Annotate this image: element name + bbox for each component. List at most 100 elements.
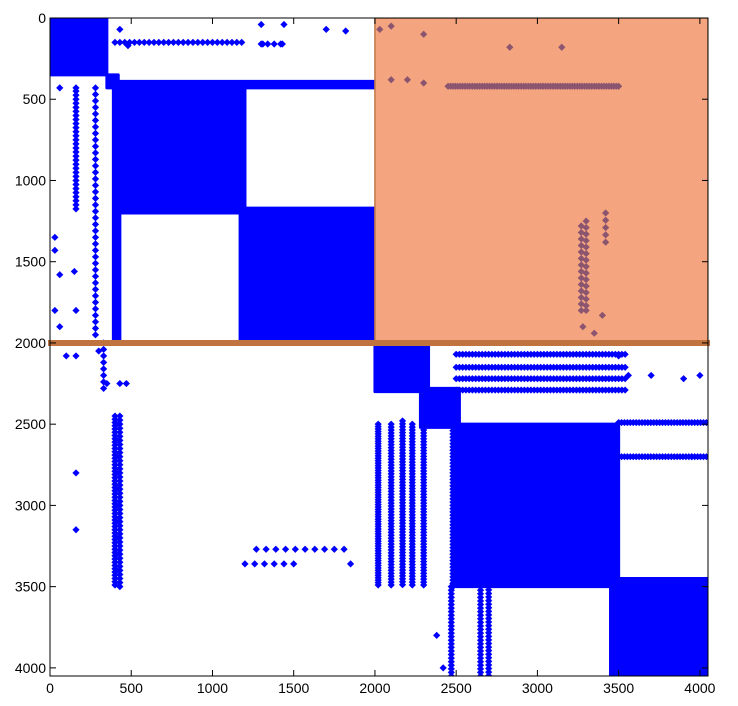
scatter-point-14 [51, 306, 59, 315]
sparse-line-5-point [91, 123, 100, 131]
sparse-line-3-point [116, 534, 124, 542]
sparse-line-0-point [165, 38, 173, 46]
y-tick-label-4: 2000 [15, 335, 46, 351]
sparse-line-20-point [420, 581, 428, 589]
scatter-point-40 [647, 371, 655, 380]
scatter-point-9 [72, 84, 80, 92]
sparse-line-0-point [174, 38, 182, 46]
sparse-line-5-point [91, 162, 100, 170]
sparse-line-4-point [72, 128, 80, 136]
sparse-line-5-point [91, 129, 100, 137]
sparse-line-5-point [91, 84, 100, 92]
sparse-line-5-point [91, 207, 100, 215]
sparse-line-5-point [91, 305, 100, 313]
x-tick-label-5: 2500 [441, 680, 472, 696]
sparse-line-4-point [72, 168, 80, 176]
sparse-line-26-point [290, 560, 298, 568]
sparse-line-0-point [145, 38, 153, 46]
sparse-line-5-point [91, 246, 100, 254]
sparse-line-19-point [408, 581, 416, 589]
sparse-line-4-point [72, 180, 80, 189]
sparse-line-8-point [582, 236, 590, 245]
sparse-line-3-point [116, 554, 124, 562]
sparse-line-4-point [72, 140, 80, 148]
sparse-line-3-point [116, 493, 124, 501]
sparse-line-4-point [72, 197, 80, 205]
sparse-line-3-point [116, 513, 124, 522]
sparse-line-4-point [72, 107, 80, 116]
scatter-point-25 [346, 560, 355, 568]
sparse-line-9-point [602, 209, 610, 217]
sparse-line-27-point [100, 384, 108, 393]
dense-block-0 [50, 18, 109, 77]
sparse-line-5-point [91, 318, 100, 326]
sparse-line-4-point [72, 115, 80, 124]
sparse-line-5-point [91, 188, 100, 196]
scatter-point-39 [624, 371, 632, 380]
sparse-line-8-point [582, 256, 590, 264]
dense-blocks-layer [50, 18, 708, 676]
sparse-line-7-point [577, 293, 585, 302]
sparse-line-4-point [72, 184, 80, 193]
dense-block-6 [609, 577, 708, 676]
sparse-line-5-point [91, 194, 100, 202]
highlight-region [374, 18, 708, 344]
scatter-point-15 [56, 323, 64, 331]
sparse-line-4-point [72, 172, 80, 181]
sparse-line-3-point [116, 558, 124, 566]
scatter-point-33 [403, 76, 412, 84]
sparse-line-25-point [301, 545, 309, 553]
sparse-line-22-point [447, 672, 455, 676]
sparse-line-5-point [91, 292, 100, 300]
sparse-line-3-point [116, 562, 124, 570]
sparse-line-0-point [208, 38, 217, 46]
sparse-line-3-point [116, 453, 124, 461]
sparse-line-3-point [116, 440, 124, 449]
sparse-line-8-point [582, 217, 590, 225]
sparse-line-0-point [116, 38, 124, 46]
sparse-line-4-point [72, 132, 80, 140]
sparse-line-4-point [72, 160, 80, 168]
sparse-line-3-point [116, 538, 124, 546]
x-tick-label-0: 0 [46, 680, 54, 696]
sparse-line-5-point [91, 331, 100, 339]
sparse-line-0-point [135, 38, 143, 46]
y-tick-label-8: 4000 [15, 660, 46, 676]
scatter-point-27 [387, 22, 395, 30]
sparse-line-24-point [485, 672, 493, 676]
sparse-line-3-point [116, 473, 124, 481]
sparse-line-3-point [116, 509, 124, 518]
sparse-line-5-point [91, 110, 100, 118]
x-tick-label-2: 1000 [197, 680, 228, 696]
scatter-point-30 [506, 43, 514, 51]
sparse-line-0-point [218, 38, 226, 46]
sparse-line-0-point [126, 38, 134, 46]
sparse-line-3-point [116, 444, 124, 453]
sparse-line-3-point [116, 583, 124, 591]
sparse-line-25-point [320, 545, 329, 553]
scatter-points-layer [51, 20, 708, 676]
sparse-line-0-point [213, 38, 221, 46]
scatter-point-23 [72, 469, 80, 477]
scatter-point-5 [342, 27, 350, 35]
sparse-line-8-point [582, 249, 590, 258]
sparse-line-0-point [184, 38, 192, 46]
sparse-line-4-point [72, 111, 80, 120]
sparse-line-12-point [621, 375, 629, 383]
x-tick-label-4: 2000 [359, 680, 390, 696]
sparse-line-27-point [100, 371, 108, 380]
sparse-line-2-point [111, 581, 119, 589]
sparse-line-3-point [116, 424, 124, 432]
sparse-line-0-point [189, 38, 197, 46]
sparse-line-18-point [398, 581, 407, 589]
sparse-line-27-point [100, 345, 108, 354]
sparse-line-25-point [330, 545, 338, 553]
sparse-line-7-point [577, 306, 585, 315]
scatter-point-19 [95, 347, 103, 355]
scatter-point-42 [696, 371, 704, 380]
sparse-line-4-point [72, 205, 80, 213]
sparse-line-16-point [374, 581, 382, 589]
scatter-point-12 [56, 271, 64, 279]
y-tick-label-3: 1500 [15, 254, 46, 270]
scatter-point-36 [582, 306, 590, 315]
